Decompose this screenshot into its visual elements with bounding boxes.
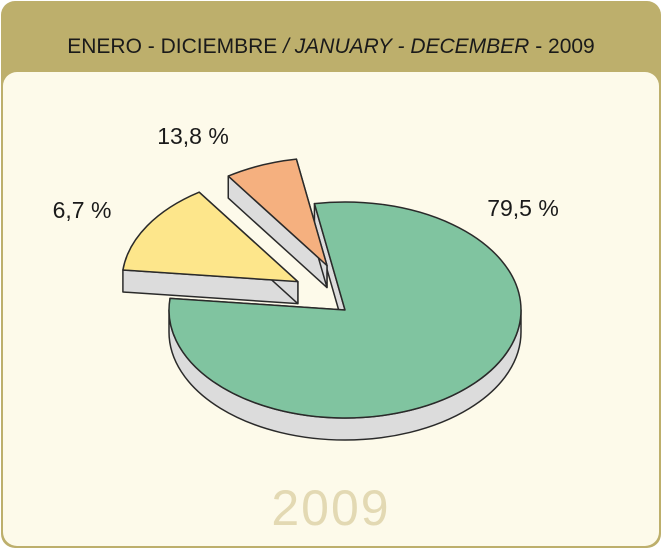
pie (122, 158, 522, 441)
title-part: - 2009 (535, 35, 595, 58)
data-label: 13,8 % (157, 123, 229, 149)
slice (227, 158, 328, 267)
chart-title: ENERO - DICIEMBRE / JANUARY - DECEMBER -… (67, 35, 594, 58)
year-label: 2009 (271, 480, 390, 536)
data-label: 79,5 % (487, 195, 559, 221)
title-part: / JANUARY - DECEMBER (281, 35, 529, 58)
title-part: ENERO - DICIEMBRE (67, 35, 277, 58)
slice (122, 191, 299, 283)
slice (168, 201, 522, 419)
data-label: 6,7 % (53, 197, 112, 223)
